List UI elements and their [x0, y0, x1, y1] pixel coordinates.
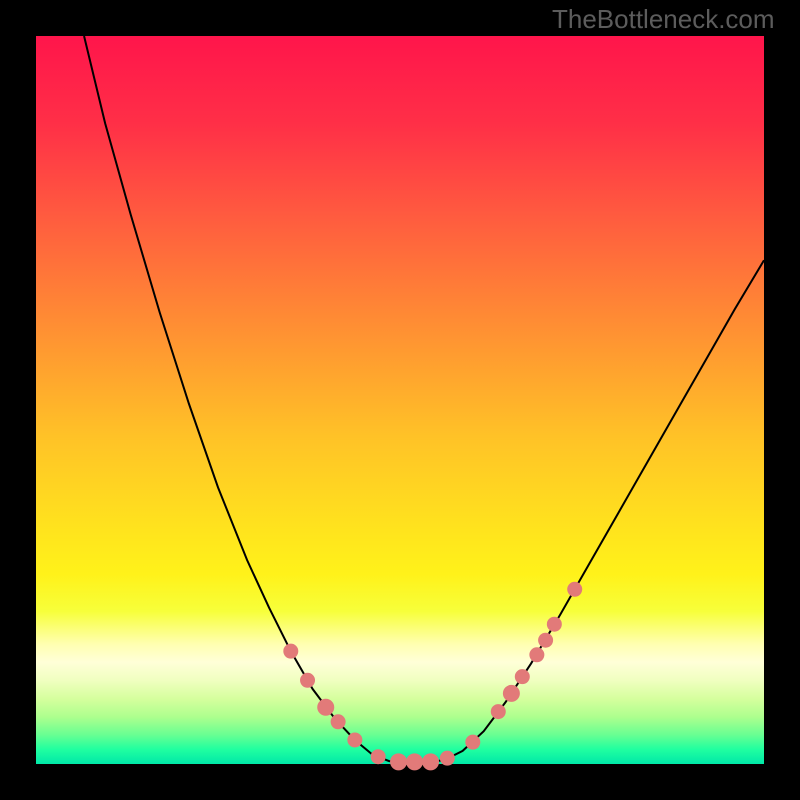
data-marker [407, 754, 423, 770]
data-marker [331, 715, 345, 729]
data-marker [423, 754, 439, 770]
data-marker [301, 673, 315, 687]
data-marker [318, 699, 334, 715]
data-marker [503, 685, 519, 701]
data-marker [371, 750, 385, 764]
bottleneck-v-curve [84, 36, 764, 762]
curve-layer [36, 36, 764, 764]
data-marker [284, 644, 298, 658]
data-marker [539, 633, 553, 647]
watermark-text: TheBottleneck.com [552, 4, 775, 35]
data-marker [391, 754, 407, 770]
data-marker [491, 705, 505, 719]
data-marker [530, 648, 544, 662]
data-marker [466, 735, 480, 749]
chart-container: TheBottleneck.com [0, 0, 800, 800]
data-marker [547, 617, 561, 631]
data-marker [440, 751, 454, 765]
data-marker [515, 670, 529, 684]
plot-area [36, 36, 764, 764]
marker-group [284, 582, 582, 770]
data-marker [348, 733, 362, 747]
data-marker [568, 582, 582, 596]
